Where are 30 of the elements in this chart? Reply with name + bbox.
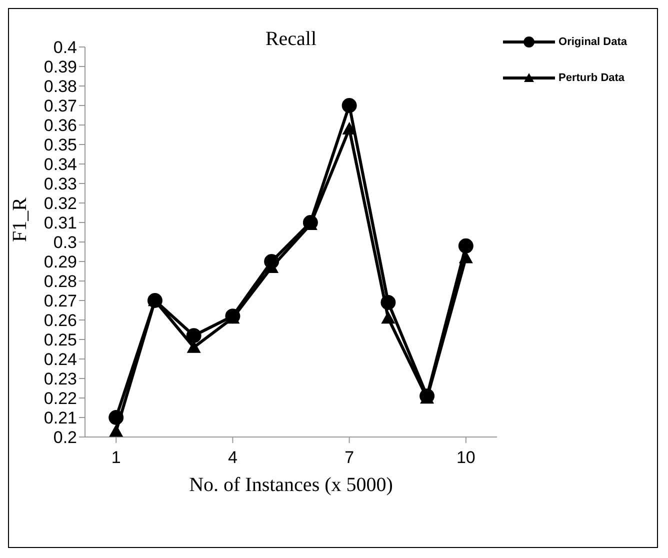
y-tick-label: 0.37 xyxy=(44,96,77,116)
y-tick-label: 0.3 xyxy=(53,233,77,252)
y-tick-label: 0.31 xyxy=(44,214,77,233)
y-tick-label: 0.29 xyxy=(44,252,77,272)
y-tick-label: 0.24 xyxy=(44,350,77,370)
y-tick-label: 0.26 xyxy=(44,311,77,330)
y-tick-label: 0.33 xyxy=(44,174,77,194)
y-tick-label: 0.35 xyxy=(44,136,77,155)
legend-label: Original Data xyxy=(558,36,627,48)
y-axis-title: F1_R xyxy=(9,196,32,242)
x-tick-label: 1 xyxy=(111,448,121,468)
y-tick-label: 0.27 xyxy=(44,292,77,311)
y-tick-label: 0.21 xyxy=(44,408,77,428)
y-tick-label: 0.2 xyxy=(53,428,77,448)
y-tick-label: 0.4 xyxy=(53,38,77,58)
y-tick-label: 0.34 xyxy=(44,155,77,174)
x-tick-label: 7 xyxy=(344,448,354,468)
y-tick-label: 0.32 xyxy=(44,194,77,214)
x-tick-label: 10 xyxy=(456,448,476,468)
y-tick-label: 0.22 xyxy=(44,389,77,408)
y-tick-label: 0.28 xyxy=(44,272,77,292)
y-tick-label: 0.25 xyxy=(44,330,77,350)
y-tick-label: 0.39 xyxy=(44,58,77,77)
legend-label: Perturb Data xyxy=(558,72,625,84)
x-tick-label: 4 xyxy=(228,448,238,468)
y-tick-label: 0.38 xyxy=(44,77,77,96)
x-axis-title: No. of Instances (x 5000) xyxy=(189,474,393,496)
y-tick-label: 0.36 xyxy=(44,116,77,136)
chart-title: Recall xyxy=(265,28,317,50)
y-tick-label: 0.23 xyxy=(44,370,77,389)
